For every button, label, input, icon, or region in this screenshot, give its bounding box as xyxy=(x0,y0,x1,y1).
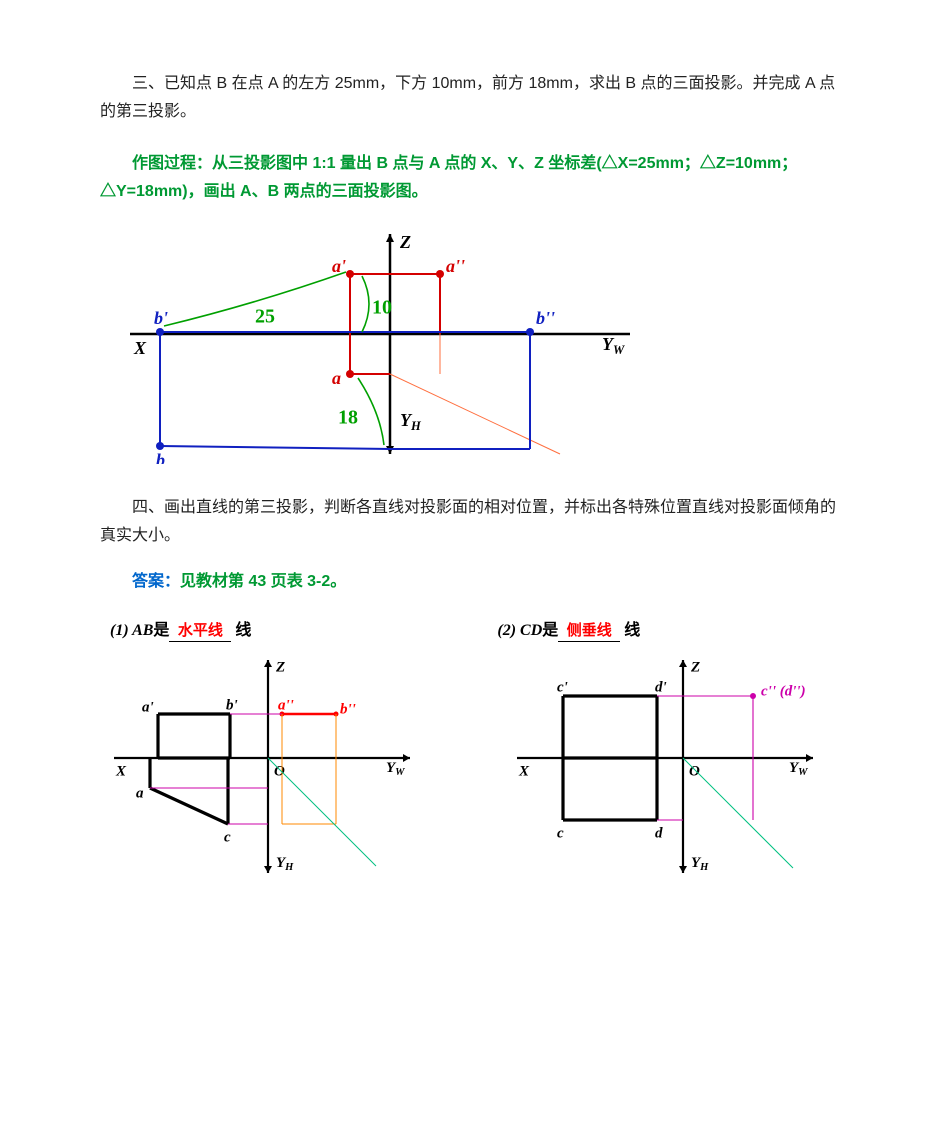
svg-text:X: X xyxy=(115,763,127,779)
sub1-var: AB xyxy=(132,622,153,639)
svg-text:a: a xyxy=(136,785,144,801)
sub2-var: CD xyxy=(520,622,542,639)
sub2-title: (2) CD是侧垂线 线 xyxy=(497,622,640,639)
fig1-wrap: ZXYWYHa'a''ab'b''b251018 xyxy=(100,224,845,464)
q3-proc-text: 作图过程：从三投影图中 1:1 量出 B 点与 A 点的 X、Y、Z 坐标差(△… xyxy=(100,150,845,206)
svg-text:c'' (d''): c'' (d'') xyxy=(761,683,806,699)
svg-text:a'': a'' xyxy=(278,697,294,713)
fig1-svg: ZXYWYHa'a''ab'b''b251018 xyxy=(100,224,650,464)
sub1-fig-wrap: ZXOYWYHa'b'aca''b'' xyxy=(100,648,473,883)
svg-text:d': d' xyxy=(655,679,667,695)
sub2-suffix: 线 xyxy=(620,622,640,639)
svg-text:Z: Z xyxy=(275,659,285,675)
sub1-mid: 是 xyxy=(153,622,169,639)
sub1-title: (1) AB是水平线 线 xyxy=(110,622,251,639)
sub2-svg: ZXOYWYHc'd'cdc'' (d'') xyxy=(503,648,823,883)
svg-text:18: 18 xyxy=(338,407,358,429)
svg-text:X: X xyxy=(133,338,147,358)
svg-text:b: b xyxy=(156,450,165,464)
ans4: 答案：见教材第 43 页表 3-2。 xyxy=(100,568,845,596)
svg-text:c: c xyxy=(224,829,231,845)
svg-text:a'': a'' xyxy=(446,256,465,276)
page-root: 三、已知点 B 在点 A 的左方 25mm，下方 10mm，前方 18mm，求出… xyxy=(0,0,945,1123)
sub2-prefix: (2) xyxy=(497,622,520,639)
svg-text:a: a xyxy=(332,368,341,388)
ans4-body: 见教材第 43 页表 3-2。 xyxy=(180,573,346,590)
sub2-mid: 是 xyxy=(542,622,558,639)
svg-text:Z: Z xyxy=(399,232,411,252)
sub1-suffix: 线 xyxy=(231,622,251,639)
svg-text:YW: YW xyxy=(602,334,625,357)
svg-text:b'': b'' xyxy=(340,701,356,717)
sub2-blank: 侧垂线 xyxy=(558,619,620,642)
svg-text:X: X xyxy=(518,763,530,779)
svg-text:c: c xyxy=(557,825,564,841)
q3-text: 三、已知点 B 在点 A 的左方 25mm，下方 10mm，前方 18mm，求出… xyxy=(100,70,845,126)
svg-text:YW: YW xyxy=(789,760,808,778)
sub2-fig-wrap: ZXOYWYHc'd'cdc'' (d'') xyxy=(503,648,876,883)
svg-text:c': c' xyxy=(557,679,568,695)
svg-text:d: d xyxy=(655,825,663,841)
svg-text:YH: YH xyxy=(400,410,422,433)
svg-text:25: 25 xyxy=(255,306,275,328)
subfig-titles: (1) AB是水平线 线 (2) CD是侧垂线 线 xyxy=(100,616,845,642)
sub1-svg: ZXOYWYHa'b'aca''b'' xyxy=(100,648,420,883)
sub1-blank: 水平线 xyxy=(169,619,231,642)
q4-text: 四、画出直线的第三投影，判断各直线对投影面的相对位置，并标出各特殊位置直线对投影… xyxy=(100,494,845,550)
svg-text:YH: YH xyxy=(691,855,709,873)
svg-text:YW: YW xyxy=(386,760,405,778)
svg-text:10: 10 xyxy=(372,297,392,319)
subfig-row: ZXOYWYHa'b'aca''b'' ZXOYWYHc'd'cdc'' (d'… xyxy=(100,648,845,883)
svg-text:a': a' xyxy=(142,699,154,715)
sub1-prefix: (1) xyxy=(110,622,132,639)
svg-text:YH: YH xyxy=(276,855,294,873)
svg-text:b': b' xyxy=(226,697,238,713)
svg-text:Z: Z xyxy=(690,659,700,675)
ans4-label: 答案： xyxy=(132,573,180,590)
svg-text:b'': b'' xyxy=(536,308,555,328)
